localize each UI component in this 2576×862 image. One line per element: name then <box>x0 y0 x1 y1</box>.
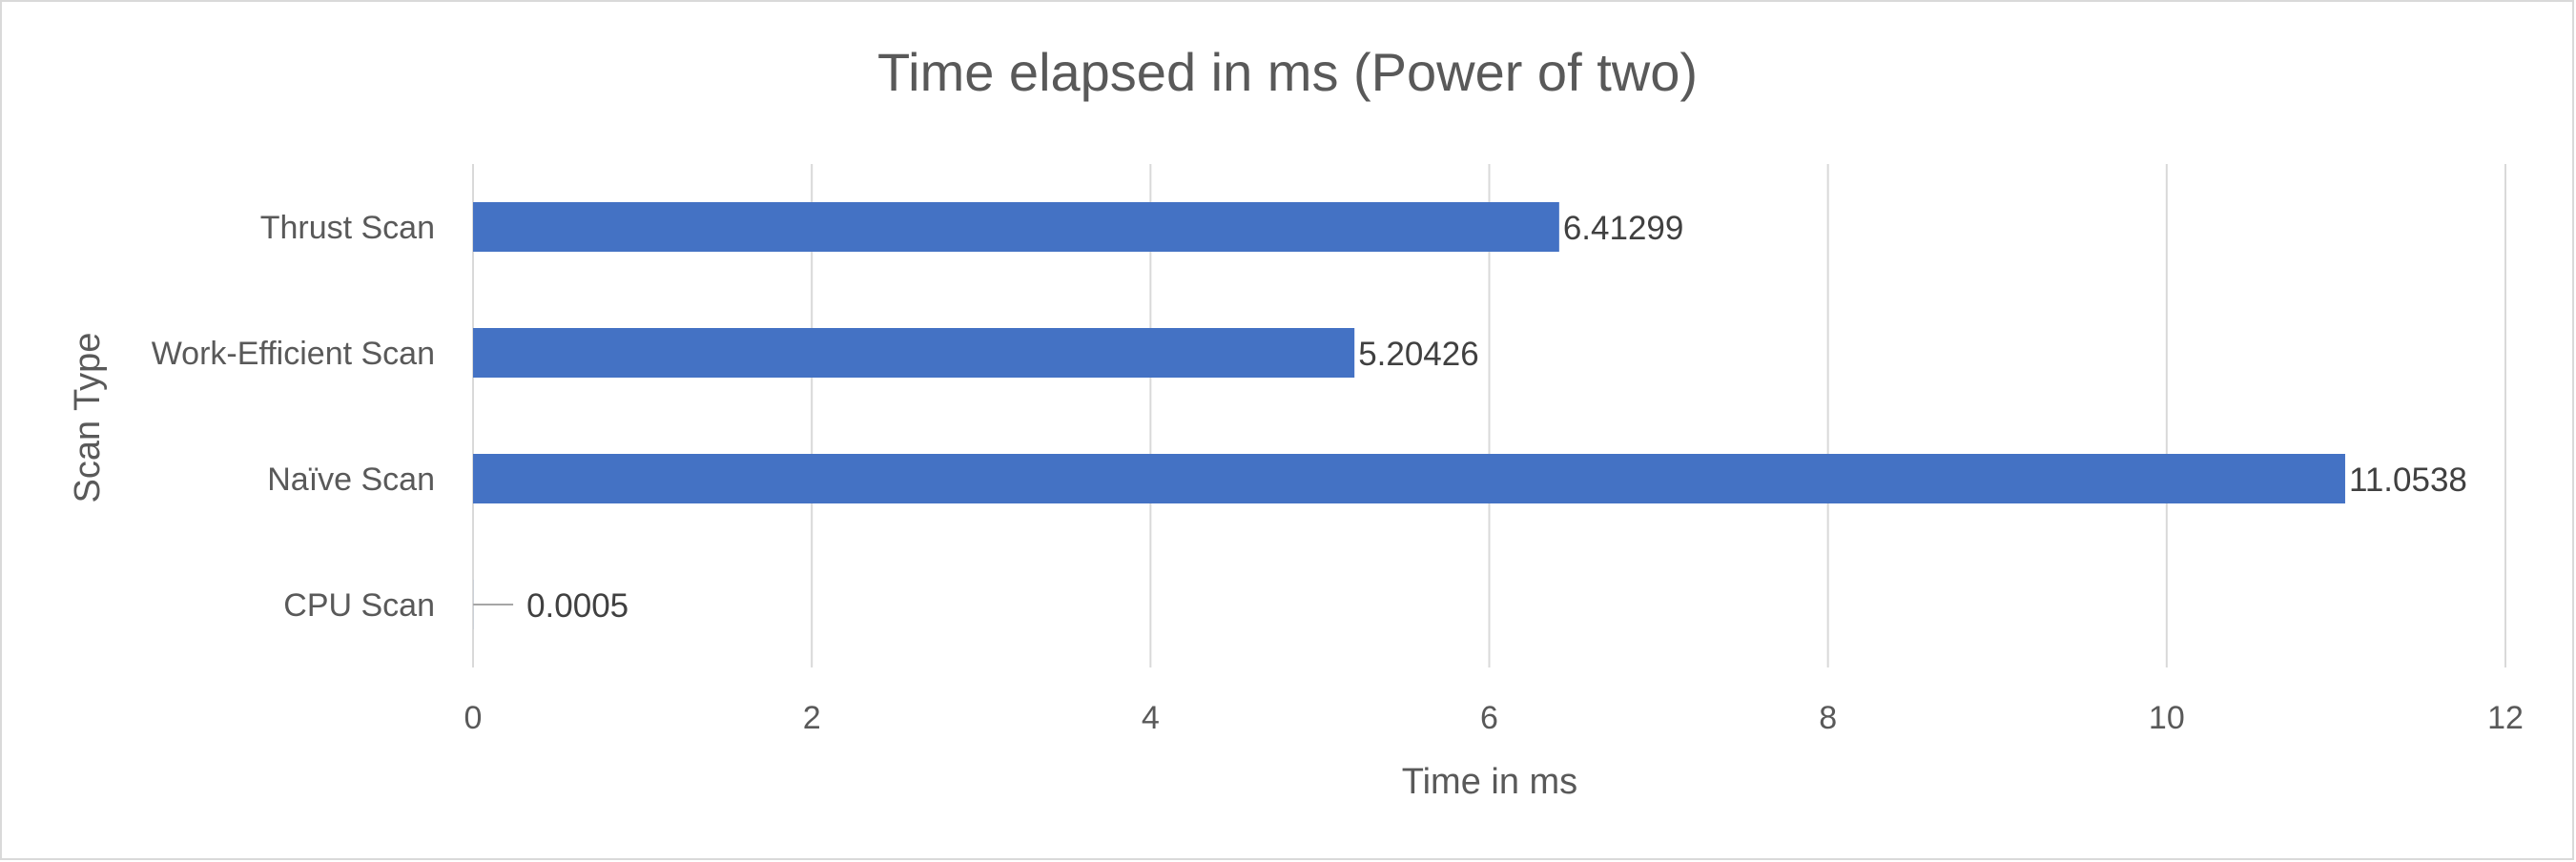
y-category-label-0: Thrust Scan <box>260 210 435 246</box>
data-label-1: 5.20426 <box>1358 336 1479 373</box>
x-tick-label-12: 12 <box>2487 700 2524 736</box>
data-label-0: 6.41299 <box>1563 210 1684 247</box>
x-tick-label-8: 8 <box>1819 700 1837 736</box>
data-label-2: 11.0538 <box>2349 462 2467 499</box>
y-axis-title: Scan Type <box>68 333 108 503</box>
data-labels: 6.41299 5.20426 11.0538 0.0005 <box>473 210 2467 625</box>
x-tick-label-10: 10 <box>2149 700 2185 736</box>
x-tick-label-2: 2 <box>803 700 821 736</box>
chart-title: Time elapsed in ms (Power of two) <box>877 42 1698 102</box>
x-tick-label-0: 0 <box>464 700 483 736</box>
y-category-label-2: Naïve Scan <box>267 462 435 498</box>
bars <box>473 202 2345 629</box>
y-category-label-3: CPU Scan <box>283 587 435 624</box>
x-axis-title: Time in ms <box>1402 762 1577 802</box>
bar-0 <box>473 202 1559 252</box>
data-label-3: 0.0005 <box>526 587 629 625</box>
y-axis-categories: Thrust Scan Work-Efficient Scan Naïve Scan… <box>152 210 435 624</box>
x-axis-ticks: 0 2 4 6 8 10 12 <box>464 700 2524 736</box>
x-tick-label-6: 6 <box>1480 700 1498 736</box>
x-tick-label-4: 4 <box>1142 700 1160 736</box>
bar-1 <box>473 328 1355 378</box>
bar-2 <box>473 454 2345 503</box>
y-category-label-1: Work-Efficient Scan <box>152 336 435 372</box>
